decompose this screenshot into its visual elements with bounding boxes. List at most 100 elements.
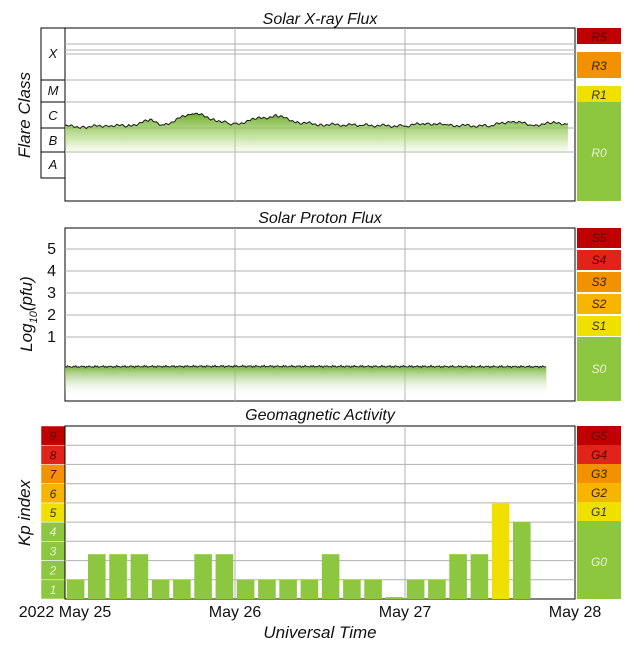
kp-bar (130, 554, 149, 599)
flare-class-b-label: B (49, 133, 58, 148)
kp-bar (406, 579, 425, 599)
proton-tick-1: 1 (47, 329, 56, 346)
xray-line (64, 112, 569, 130)
scale-g0-label: G0 (591, 555, 607, 569)
scale-g2-label: G2 (591, 486, 607, 500)
time-axis: 2022 May 25 May 26 May 27 May 28 Univers… (19, 604, 602, 642)
kp-level-8-label: 8 (50, 448, 57, 462)
flare-class-column: X M C B A (40, 27, 66, 179)
scale-g1-box (577, 502, 621, 521)
kp-bar (449, 554, 467, 599)
flare-class-x-label: X (48, 46, 59, 61)
proton-panel: Solar Proton Flux Log10(pfu) 1 2 3 4 5 S… (17, 210, 621, 402)
kp-bar (385, 597, 404, 599)
scale-r3-label: R3 (591, 59, 607, 73)
scale-s5-label: S5 (592, 231, 607, 245)
scale-g2-box (577, 483, 621, 502)
kp-bars (66, 502, 531, 599)
scale-s4-label: S4 (592, 253, 607, 267)
scale-r1-label: R1 (591, 88, 606, 102)
kp-bar (491, 502, 510, 599)
xray-radio-scale: R5 R3 R1 R0 (577, 28, 621, 201)
scale-s2-box (577, 294, 621, 314)
scale-s5-box (577, 228, 621, 248)
scale-g4-box (577, 445, 621, 464)
scale-s1-label: S1 (592, 319, 607, 333)
scale-r0-box (577, 102, 621, 201)
proton-tick-2: 2 (47, 307, 56, 324)
kp-grid (65, 426, 575, 599)
xray-plot-area (64, 27, 576, 202)
kp-level-3-label: 3 (50, 544, 57, 558)
scale-r3-box (577, 52, 621, 78)
kp-level-7-label: 7 (50, 468, 58, 482)
kp-bar (470, 554, 489, 599)
kp-bar (343, 579, 361, 599)
kp-plot-area (64, 425, 576, 600)
scale-g5-label: G5 (591, 429, 607, 443)
scale-s3-box (577, 272, 621, 292)
kp-bar (109, 554, 127, 599)
proton-series (64, 364, 547, 395)
scale-g5-box (577, 426, 621, 445)
scale-s3-label: S3 (592, 275, 607, 289)
kp-bar (66, 579, 85, 599)
kp-bar (300, 579, 319, 599)
scale-g3-box (577, 464, 621, 483)
xray-panel: Solar X-ray Flux Flare Class X M C B A (15, 11, 621, 202)
kp-bar (428, 579, 446, 599)
scale-r1-box (577, 86, 621, 102)
kp-bar (194, 554, 212, 599)
kp-bar (279, 579, 297, 599)
kp-bar (173, 579, 191, 599)
proton-tick-5: 5 (47, 241, 56, 258)
kp-level-6-label: 6 (50, 487, 57, 501)
kp-level-5-label: 5 (50, 506, 57, 520)
kp-level-2-label: 2 (49, 564, 57, 578)
flare-class-c-label: C (48, 108, 58, 123)
flare-class-a-label: A (48, 157, 58, 172)
scale-s0-box (577, 337, 621, 401)
proton-tick-4: 4 (47, 263, 56, 280)
x-tick-may27: May 27 (379, 604, 432, 621)
kp-level-9-label: 9 (50, 429, 57, 443)
xray-ylabel: Flare Class (15, 72, 34, 158)
kp-bar (236, 579, 255, 599)
xray-series (64, 112, 569, 160)
scale-s0-label: S0 (592, 362, 607, 376)
kp-level-column: 1 2 3 4 5 6 7 8 9 (40, 425, 66, 600)
x-tick-may26: May 26 (209, 604, 262, 621)
proton-y-ticks: 1 2 3 4 5 (47, 241, 56, 346)
kp-level-1-label: 1 (50, 583, 57, 597)
scale-g4-label: G4 (591, 448, 607, 462)
kp-bar (258, 579, 276, 599)
x-axis-title: Universal Time (263, 623, 376, 642)
flare-class-m-label: M (48, 83, 59, 98)
kp-bar (513, 522, 531, 599)
scale-g1-label: G1 (591, 505, 607, 519)
proton-tick-3: 3 (47, 285, 56, 302)
scale-s4-box (577, 250, 621, 270)
x-tick-may25: 2022 May 25 (19, 604, 112, 621)
proton-ylabel: Log10(pfu) (17, 276, 40, 352)
kp-ylabel: Kp index (15, 479, 34, 546)
proton-title: Solar Proton Flux (258, 210, 383, 227)
proton-line (64, 364, 547, 369)
kp-bar (88, 554, 106, 599)
kp-title: Geomagnetic Activity (245, 407, 396, 424)
kp-bar (151, 579, 170, 599)
scale-r0-label: R0 (591, 146, 607, 160)
scale-r5-box (577, 28, 621, 44)
scale-s2-label: S2 (592, 297, 607, 311)
kp-storm-scale: G5 G4 G3 G2 G1 G0 (577, 426, 621, 599)
kp-panel: Geomagnetic Activity Kp index 123456789 … (15, 407, 621, 600)
scale-g3-label: G3 (591, 467, 607, 481)
kp-level-4-label: 4 (50, 525, 57, 539)
scale-g0-box (577, 521, 621, 599)
x-tick-may28: May 28 (549, 604, 602, 621)
xray-title: Solar X-ray Flux (263, 11, 379, 28)
scale-s1-box (577, 316, 621, 336)
kp-bar (364, 579, 382, 599)
kp-bar (215, 554, 234, 599)
